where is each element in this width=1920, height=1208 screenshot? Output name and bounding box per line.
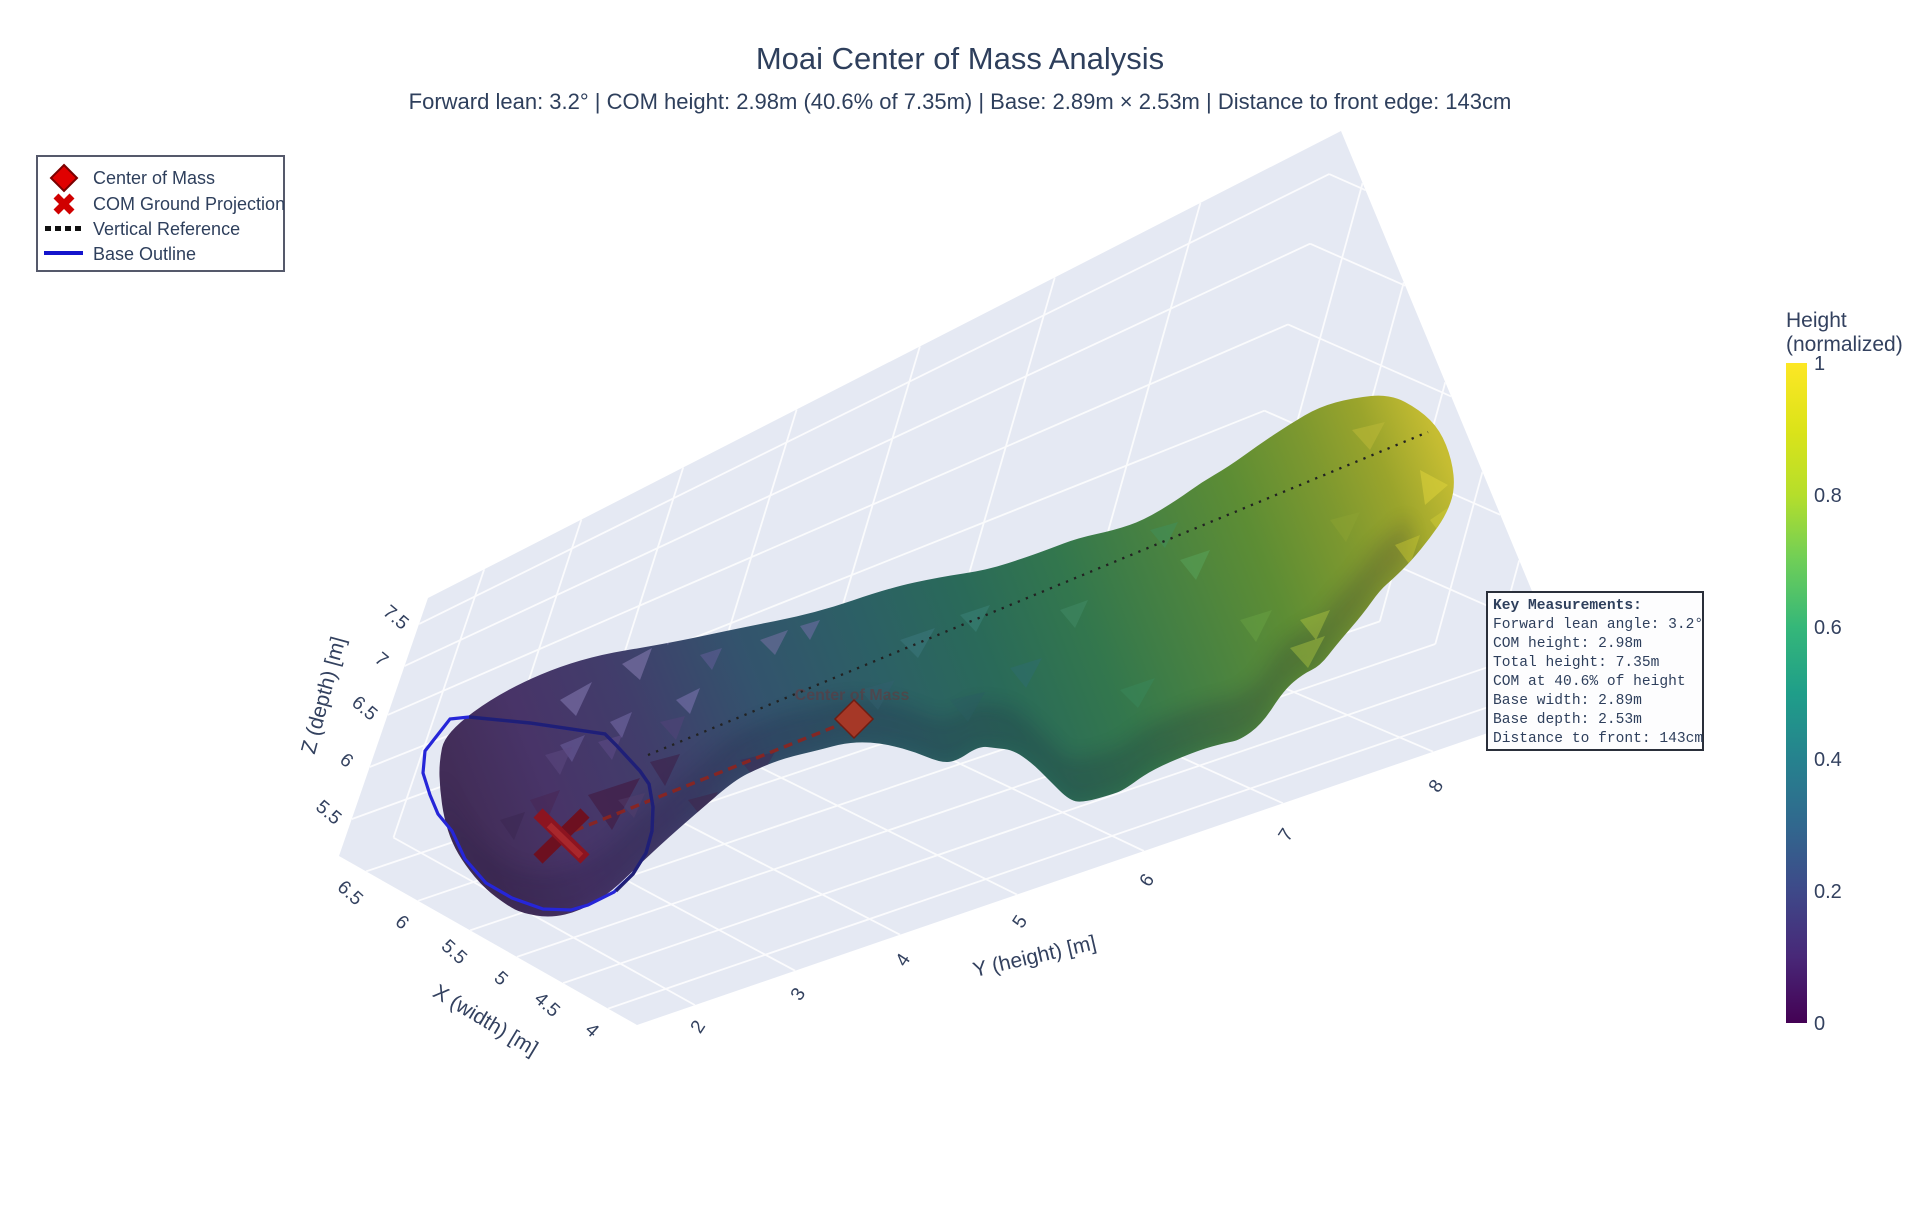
svg-text:6.5: 6.5 <box>333 877 367 910</box>
svg-text:4: 4 <box>892 950 916 971</box>
svg-text:5.5: 5.5 <box>437 936 471 969</box>
svg-text:Y (height) [m]: Y (height) [m] <box>971 931 1099 982</box>
svg-text:7.5: 7.5 <box>379 601 413 634</box>
svg-text:0.8: 0.8 <box>1814 485 1842 507</box>
svg-text:0.6: 0.6 <box>1814 617 1842 639</box>
svg-text:6.5: 6.5 <box>347 692 381 725</box>
svg-text:0.4: 0.4 <box>1814 749 1842 771</box>
svg-text:4.5: 4.5 <box>530 988 564 1021</box>
svg-text:3: 3 <box>787 984 810 1004</box>
svg-text:4: 4 <box>581 1019 603 1042</box>
svg-text:8: 8 <box>1425 776 1448 796</box>
svg-text:5: 5 <box>1009 912 1032 932</box>
svg-text:6: 6 <box>391 911 413 934</box>
svg-text:6: 6 <box>335 749 357 772</box>
svg-text:Height: Height <box>1786 309 1847 332</box>
svg-text:5: 5 <box>490 967 512 990</box>
svg-text:1: 1 <box>1814 353 1825 375</box>
svg-text:6: 6 <box>1136 870 1159 890</box>
svg-text:0.2: 0.2 <box>1814 881 1842 903</box>
svg-text:5.5: 5.5 <box>311 796 345 829</box>
svg-text:2: 2 <box>687 1017 710 1037</box>
svg-text:(normalized): (normalized) <box>1786 333 1903 356</box>
svg-text:7: 7 <box>370 648 392 671</box>
svg-text:Z (depth) [m]: Z (depth) [m] <box>297 634 350 756</box>
svg-text:X (width) [m]: X (width) [m] <box>429 980 542 1060</box>
svg-text:7: 7 <box>1275 825 1298 845</box>
svg-text:0: 0 <box>1814 1013 1825 1035</box>
svg-text:Center of Mass: Center of Mass <box>795 687 910 704</box>
